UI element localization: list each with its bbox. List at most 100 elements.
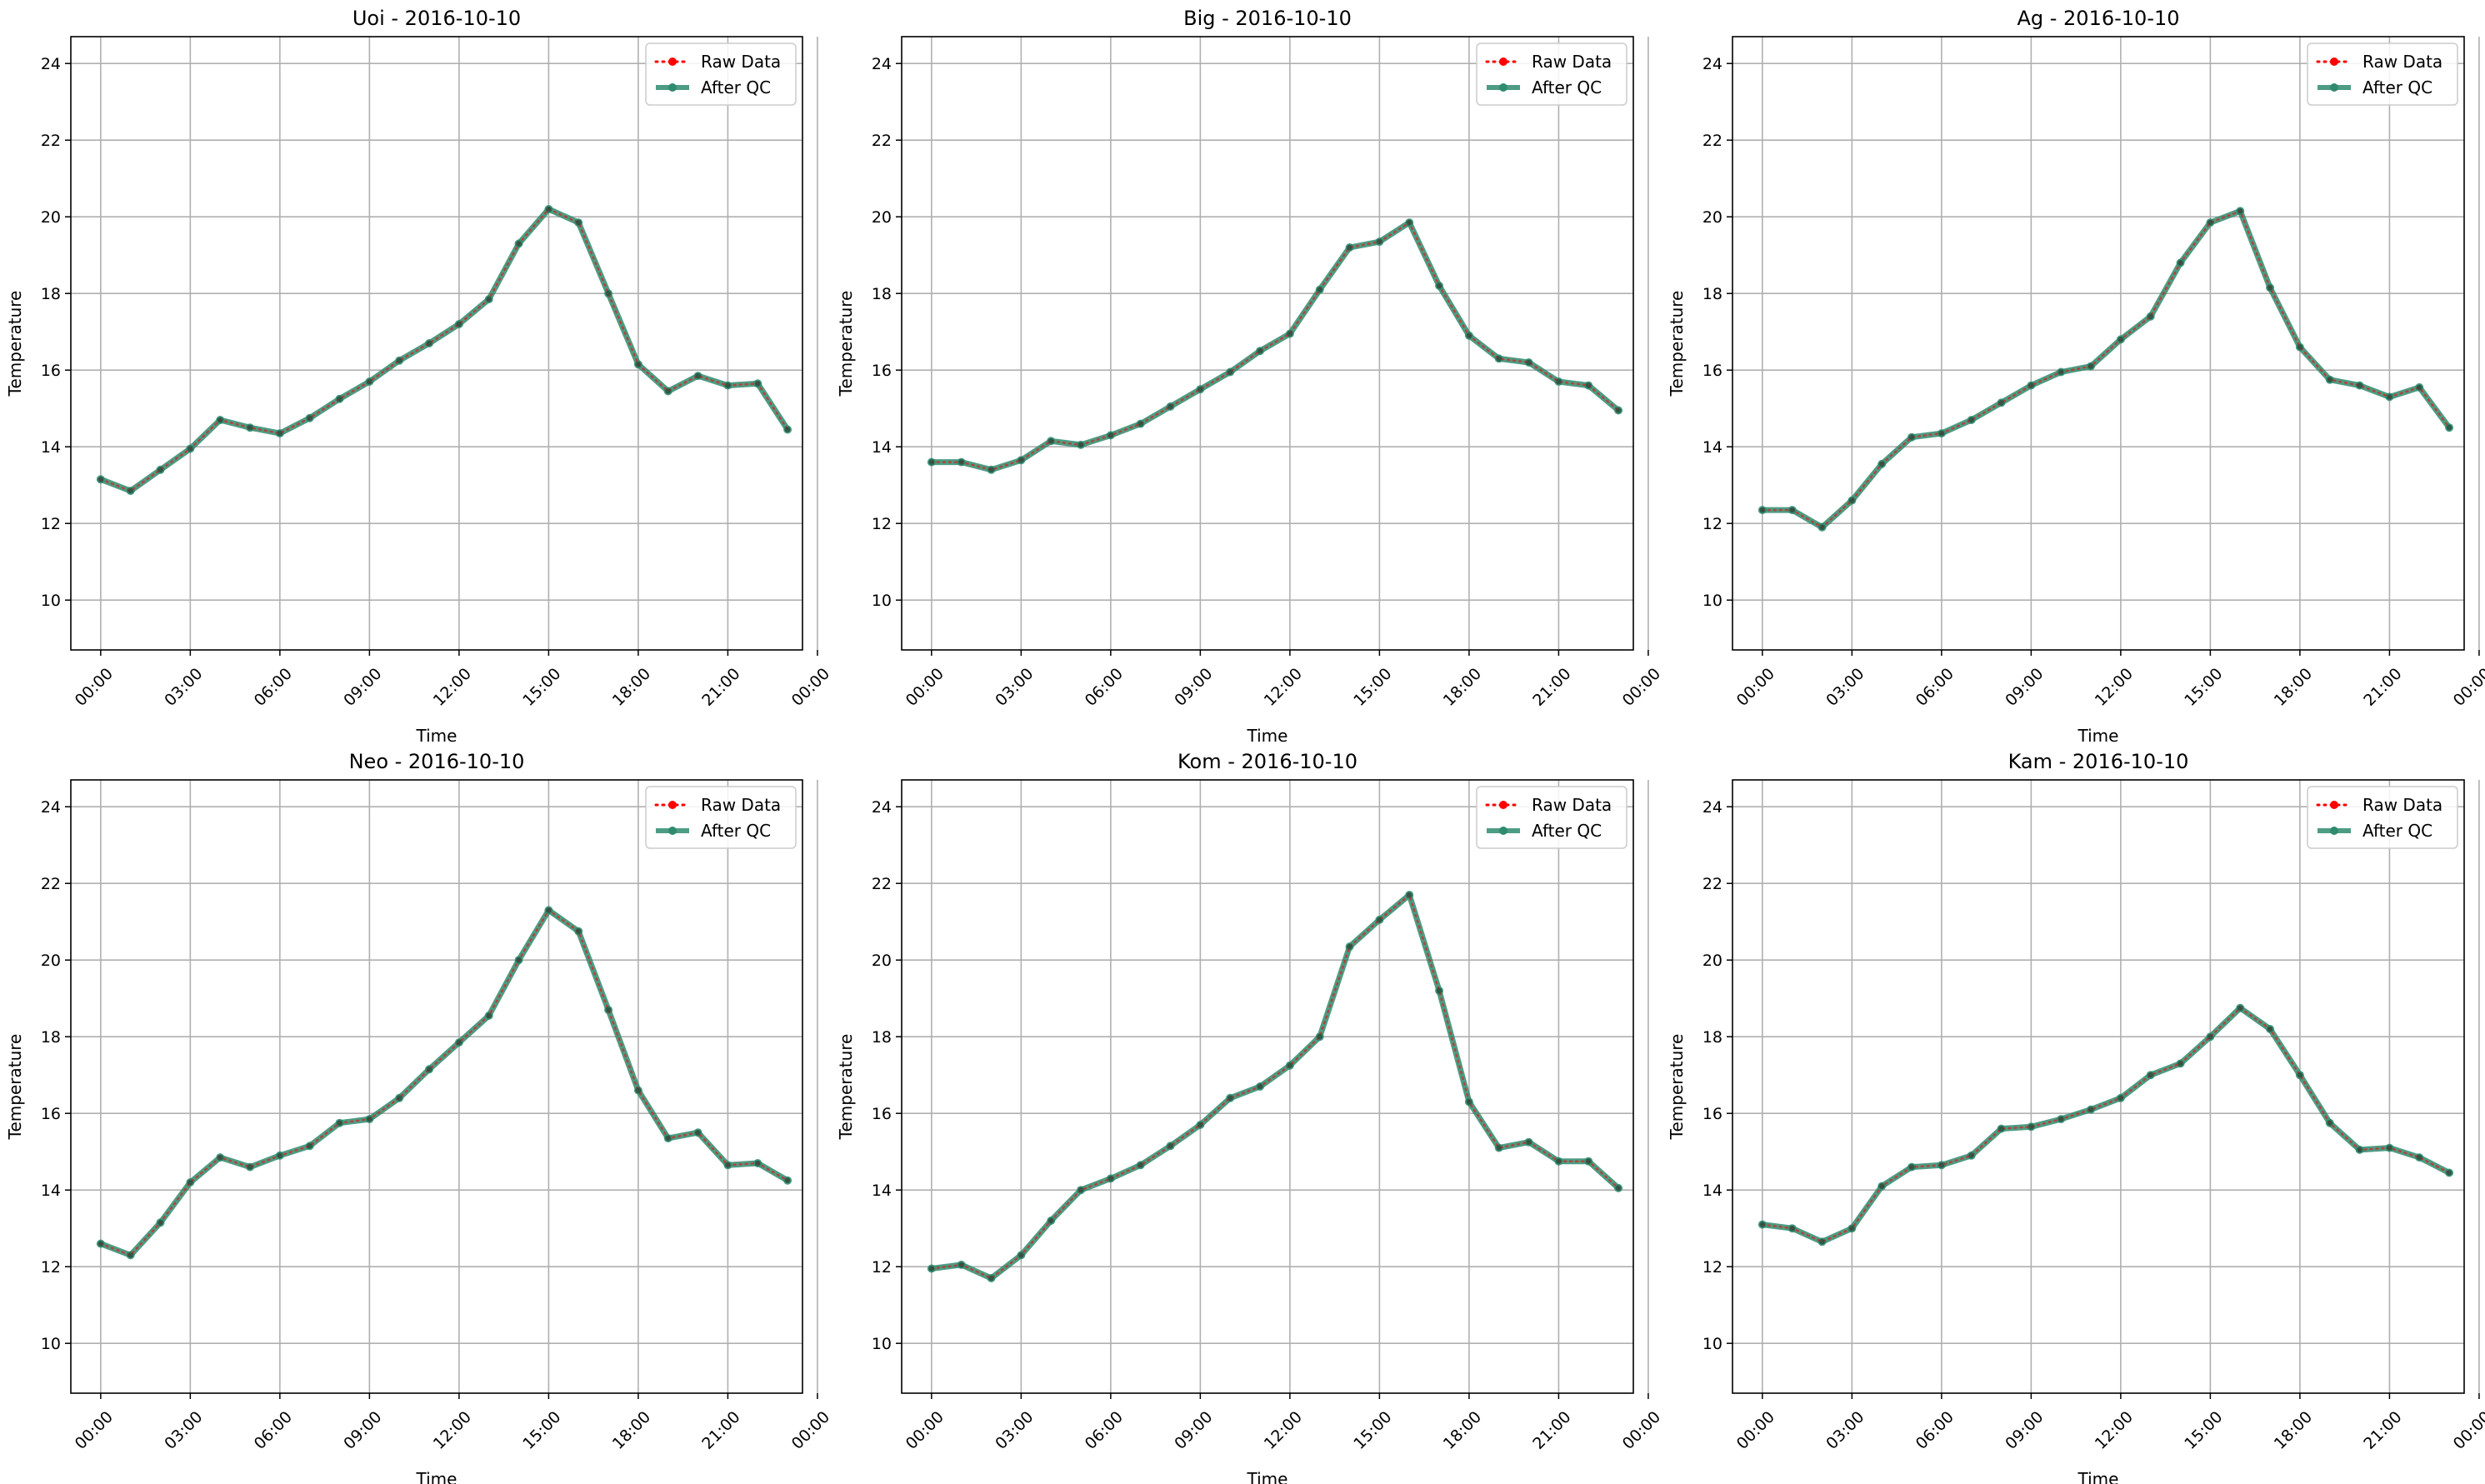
raw-data-point (2267, 285, 2273, 291)
axes-frame (70, 36, 803, 651)
legend: Raw Data After QC (2307, 42, 2458, 106)
x-tick-label: 15:00 (1350, 665, 1395, 710)
x-tick-label: 18:00 (1440, 1408, 1485, 1453)
x-tick-label: 09:00 (1171, 665, 1216, 710)
chart-title: Big - 2016-10-10 (1183, 7, 1352, 30)
axes-frame (70, 779, 803, 1394)
y-tick-label: 20 (872, 952, 892, 970)
raw-data-point (1759, 507, 1766, 513)
raw-data-point (754, 381, 761, 387)
raw-data-point (1198, 1122, 1203, 1128)
grid (902, 780, 1649, 1393)
x-tick-label: 03:00 (161, 665, 206, 710)
x-tick-label: 15:00 (519, 1408, 564, 1453)
x-tick-label: 12:00 (2092, 1408, 2137, 1453)
raw-data-point (546, 907, 552, 913)
raw-data-point (396, 1095, 402, 1102)
y-tick-label: 12 (1702, 1258, 1722, 1277)
legend: Raw Data After QC (1476, 786, 1628, 849)
x-tick-label: 18:00 (609, 1408, 654, 1453)
raw-data-point (2267, 1026, 2273, 1032)
x-tick-label: 09:00 (2002, 665, 2047, 710)
x-tick-label: 15:00 (2181, 665, 2226, 710)
y-tick-label: 20 (41, 208, 61, 227)
raw-data-point (635, 1087, 642, 1093)
raw-data-point (2327, 377, 2333, 383)
raw-data-point (1556, 1158, 1562, 1164)
x-tick-label: 06:00 (1912, 1408, 1958, 1453)
x-tick-label: 21:00 (2360, 665, 2405, 710)
y-tick-label: 16 (41, 362, 61, 380)
raw-data-point (695, 372, 701, 379)
legend-label-after-qc: After QC (2362, 77, 2432, 97)
raw-data-point (277, 430, 283, 437)
raw-data-point (98, 477, 104, 482)
raw-data-point (575, 928, 582, 934)
raw-data-point (2357, 382, 2362, 388)
x-tick-label: 09:00 (340, 1408, 385, 1453)
raw-data-point (158, 467, 163, 473)
raw-data-point (928, 459, 935, 465)
raw-data-point (1078, 1187, 1084, 1193)
raw-data-point (1968, 1152, 1974, 1159)
x-tick-label: 15:00 (1350, 1408, 1395, 1453)
y-tick-label: 18 (41, 285, 61, 303)
x-tick-label: 21:00 (698, 1408, 743, 1453)
raw-data-point (1138, 1162, 1143, 1168)
y-tick-label: 10 (41, 1335, 61, 1353)
raw-data-point (928, 1266, 935, 1272)
raw-data-point (2357, 1147, 2362, 1153)
raw-data-point (1585, 1158, 1592, 1164)
axes-frame (901, 779, 1634, 1394)
legend-label-raw-data: Raw Data (701, 52, 781, 72)
legend-label-raw-data: Raw Data (1532, 795, 1612, 815)
raw-data-point (1347, 943, 1352, 950)
y-tick-label: 16 (872, 362, 892, 380)
raw-data-point (665, 388, 672, 394)
x-tick-label: 15:00 (519, 665, 564, 710)
y-tick-label: 22 (1702, 875, 1722, 893)
legend-label-after-qc: After QC (1532, 821, 1602, 841)
y-tick-label: 24 (1702, 798, 1722, 817)
y-tick-label: 16 (872, 1105, 892, 1123)
raw-data-point (2237, 208, 2243, 214)
raw-data-point (2178, 260, 2183, 266)
chart-title: Uoi - 2016-10-10 (352, 7, 521, 30)
raw-data-point (1227, 369, 1233, 375)
y-tick-label: 20 (1702, 208, 1722, 227)
x-axis-label: Time (2078, 1469, 2119, 1484)
raw-data-point (2148, 313, 2154, 320)
raw-data-point (546, 206, 552, 212)
raw-data-point (2446, 424, 2452, 431)
raw-data-point (1168, 1143, 1173, 1149)
y-tick-label: 22 (41, 875, 61, 893)
y-tick-label: 24 (41, 798, 61, 817)
plot-area (1732, 780, 2464, 1393)
y-tick-label: 22 (872, 132, 892, 150)
raw-data-point (396, 357, 402, 364)
x-tick-label: 21:00 (1529, 1408, 1574, 1453)
x-tick-label: 12:00 (1261, 665, 1306, 710)
legend-after-qc-marker (668, 83, 677, 92)
x-tick-label: 06:00 (1082, 665, 1127, 710)
raw-data-point (1789, 1225, 1795, 1232)
legend-label-raw-data: Raw Data (2362, 795, 2442, 815)
x-axis-label: Time (1247, 1469, 1288, 1484)
raw-data-point (1526, 359, 1532, 366)
y-tick-label: 12 (1702, 515, 1722, 533)
y-tick-label: 20 (872, 208, 892, 227)
series-line-raw-data (99, 908, 789, 1257)
raw-data-point (128, 1252, 133, 1258)
raw-data-point (1317, 287, 1323, 292)
chart-title: Ag - 2016-10-10 (2017, 7, 2179, 30)
raw-data-point (754, 1160, 761, 1167)
axes-frame (1732, 36, 2465, 651)
y-tick-label: 12 (872, 515, 892, 533)
x-tick-label: 06:00 (251, 665, 296, 710)
raw-data-point (1078, 442, 1084, 448)
x-tick-label: 03:00 (992, 665, 1037, 710)
raw-data-point (516, 241, 522, 247)
raw-data-point (784, 1177, 791, 1183)
raw-data-point (217, 1154, 223, 1161)
raw-data-point (2088, 363, 2094, 369)
